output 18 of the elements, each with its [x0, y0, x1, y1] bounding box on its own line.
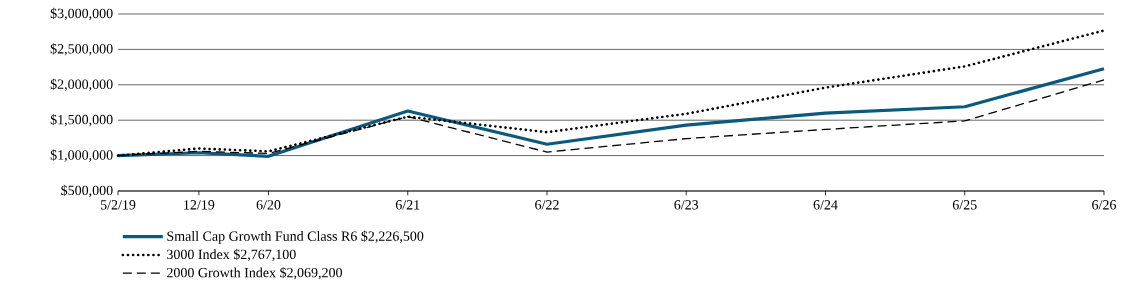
y-tick-label: $2,500,000	[50, 43, 113, 56]
legend-label: Small Cap Growth Fund Class R6 $2,226,500	[167, 230, 424, 244]
y-tick-label: $500,000	[61, 184, 113, 198]
y-tick-label: $1,000,000	[50, 149, 113, 162]
x-tick-label: 6/24	[813, 200, 838, 210]
x-tick-label: 12/19	[184, 200, 215, 210]
x-tick-label: 6/25	[952, 200, 977, 210]
x-tick-label: 6/20	[256, 200, 281, 210]
x-tick-label: 6/26	[1092, 200, 1117, 210]
y-tick-label: $1,500,000	[50, 114, 113, 127]
x-tick-label: 6/22	[535, 200, 559, 210]
x-tick-label: 6/21	[395, 200, 420, 210]
y-tick-label: $3,000,000	[50, 7, 113, 21]
y-tick-label: $2,000,000	[50, 78, 113, 91]
x-tick-label: 6/23	[674, 200, 699, 210]
legend-label: 3000 Index $2,767,100	[167, 248, 296, 262]
x-tick-label: 5/2/19	[100, 200, 136, 210]
legend-label: 2000 Growth Index $2,069,200	[167, 267, 342, 280]
